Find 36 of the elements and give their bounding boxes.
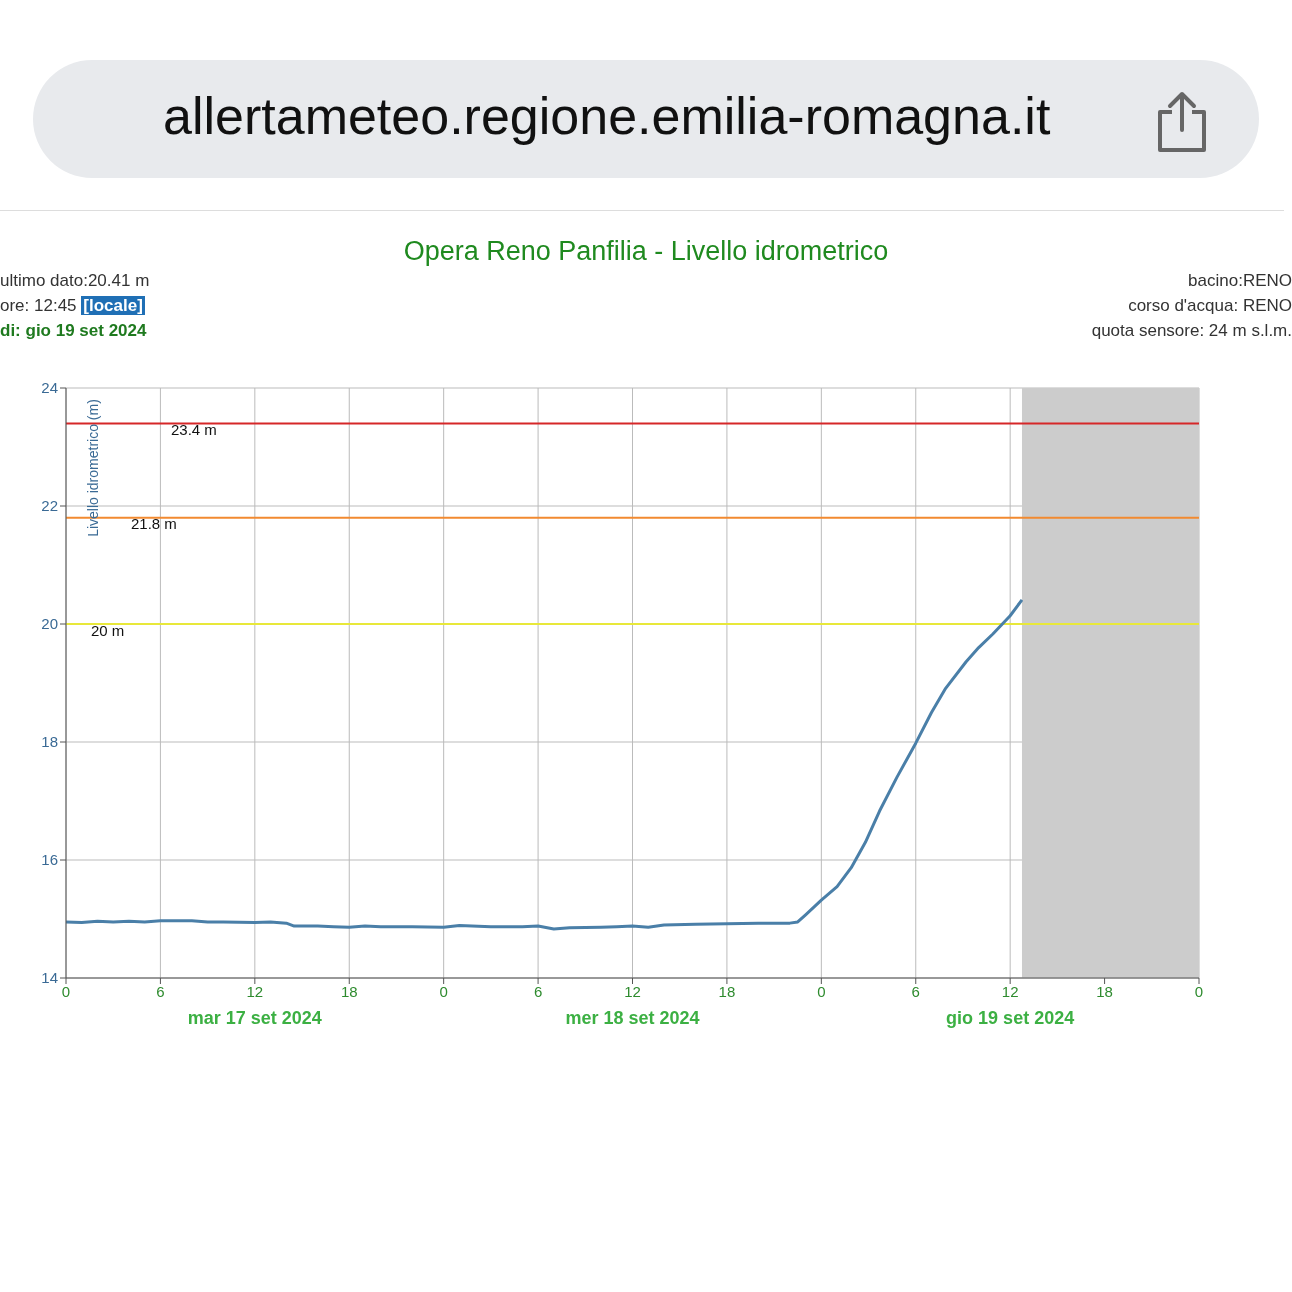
x-tick-label: 0 [439,982,448,1000]
ref-line-label: 20 m [91,621,125,639]
x-tick-label: 12 [624,982,641,1000]
x-tick-label: 6 [156,982,165,1000]
text: quota sensore: 24 m s.l.m. [1091,320,1292,342]
text: bacino:RENO [1187,270,1292,292]
y-tick-label: 16 [41,851,58,869]
x-tick-label: 12 [1001,982,1019,1000]
text: [locale] [81,296,145,315]
x-tick-label: 6 [911,982,920,1000]
y-tick-label: 22 [41,497,58,515]
ref-line-label: 23.4 m [171,421,217,439]
chart-title: Opera Reno Panfilia - Livello idrometrico [402,236,890,267]
line-series [66,598,1024,931]
text: mar 17 set 2024 [186,1008,323,1029]
x-tick-label: 18 [1096,982,1113,1000]
text: allertameteo.regione.emilia-romagna.it [163,86,1051,146]
ref-line-label: 21.8 m [131,515,177,533]
x-tick-label: 6 [533,982,543,1000]
x-tick-label: 12 [246,982,264,1000]
y-axis-title: Livello idrometrico (m) [84,399,101,537]
text: ultimo dato:20.41 m [0,270,150,292]
x-tick-label: 0 [61,982,71,1000]
y-tick-label: 18 [41,733,58,751]
x-tick-label: 0 [817,982,826,1000]
y-tick-label: 14 [41,969,58,987]
text: mer 18 set 2024 [564,1008,701,1029]
x-tick-label: 0 [1194,982,1204,1000]
text: ore: 12:45 [0,296,77,315]
text: di: gio 19 set 2024 [0,320,148,342]
y-tick-label: 24 [41,379,58,397]
text: gio 19 set 2024 [945,1008,1076,1029]
x-tick-label: 18 [718,982,736,1000]
text: corso d'acqua: RENO [1127,295,1292,317]
y-tick-label: 20 [41,615,58,633]
x-tick-label: 18 [340,982,358,1000]
